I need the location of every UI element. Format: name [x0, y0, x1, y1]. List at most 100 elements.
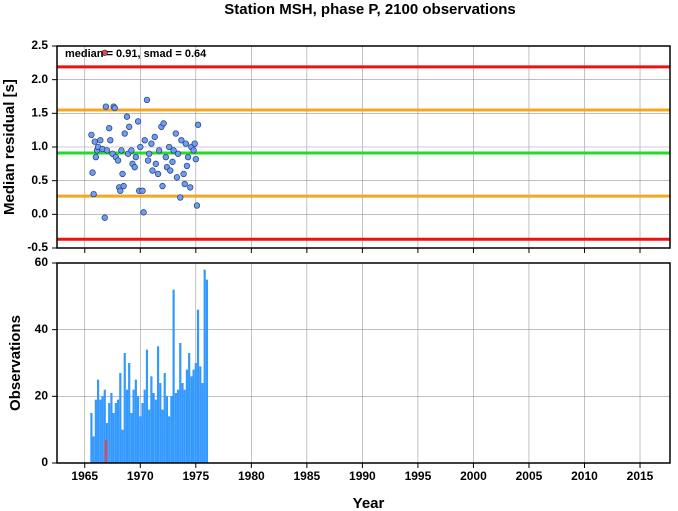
x-tick-label: 1980	[238, 469, 265, 483]
bar	[128, 363, 131, 463]
bar	[105, 423, 109, 463]
plot-area	[57, 263, 670, 463]
bar	[141, 403, 144, 463]
bar	[159, 383, 162, 463]
bar	[110, 393, 113, 463]
bar	[134, 379, 137, 463]
point	[131, 164, 138, 171]
y-tick-label: 1.0	[31, 139, 48, 153]
point	[152, 160, 159, 167]
bar	[163, 373, 166, 463]
x-tick-label: 1990	[349, 469, 376, 483]
bar	[99, 399, 102, 463]
point	[89, 169, 96, 176]
bar	[150, 376, 153, 463]
bar	[181, 383, 184, 463]
point	[167, 167, 174, 174]
bar	[116, 399, 120, 463]
bar	[121, 429, 124, 463]
point	[118, 147, 125, 154]
bar	[154, 399, 157, 463]
bar	[145, 349, 149, 463]
bar	[108, 403, 111, 463]
plot-frame	[56, 262, 671, 464]
point	[114, 157, 122, 164]
y-tick-label: -0.5	[27, 240, 48, 254]
y-tick-label: 0.5	[31, 173, 48, 187]
point	[149, 167, 156, 174]
point	[181, 180, 188, 188]
point	[180, 170, 187, 178]
point	[192, 155, 199, 163]
point	[123, 113, 131, 120]
bar	[94, 399, 97, 463]
bar	[156, 346, 160, 463]
point	[103, 147, 111, 154]
point	[187, 184, 194, 191]
point	[160, 120, 167, 127]
bar	[201, 383, 204, 463]
bar	[101, 396, 104, 463]
bar	[130, 413, 133, 463]
bar	[203, 269, 206, 463]
point	[90, 190, 97, 198]
y-tick-label: 2.5	[31, 38, 48, 52]
bar	[205, 279, 209, 463]
y-tick-label: 1.5	[31, 106, 48, 120]
bar	[114, 403, 117, 463]
point	[173, 174, 181, 181]
x-tick-label: 1975	[182, 469, 209, 483]
point	[146, 150, 153, 157]
point	[101, 49, 108, 56]
point	[126, 123, 133, 130]
point	[119, 170, 126, 178]
bar	[185, 369, 189, 463]
bar	[174, 393, 177, 463]
point	[169, 158, 176, 165]
point	[194, 121, 202, 128]
point	[178, 137, 185, 144]
x-tick-label: 2010	[571, 469, 598, 483]
annotation: median = 0.91, smad = 0.64	[65, 48, 207, 60]
point	[148, 140, 155, 147]
point	[159, 182, 166, 190]
y-tick-label: 60	[35, 255, 49, 269]
point	[91, 138, 98, 145]
bar	[179, 343, 182, 463]
bar	[92, 436, 95, 463]
bar	[165, 396, 169, 463]
y-tick-label: 20	[35, 389, 49, 403]
bar	[199, 366, 202, 463]
bar	[104, 439, 107, 463]
point	[172, 130, 179, 137]
x-tick-label: 2015	[627, 469, 654, 483]
bar	[183, 389, 186, 463]
point	[193, 202, 201, 209]
bar	[152, 393, 155, 463]
x-tick-label: 2000	[460, 469, 487, 483]
bar	[96, 379, 100, 463]
point	[141, 137, 148, 144]
y-tick-label: 0	[41, 455, 48, 469]
bar	[143, 389, 146, 463]
bar	[123, 353, 126, 463]
point	[166, 143, 173, 151]
point	[144, 157, 152, 164]
point	[143, 96, 151, 104]
bar	[168, 416, 171, 463]
bar	[196, 309, 200, 463]
point	[117, 187, 124, 194]
bar	[90, 413, 93, 463]
point	[190, 147, 197, 154]
point	[132, 153, 139, 161]
point	[121, 130, 128, 137]
point	[156, 147, 163, 154]
point	[101, 214, 108, 221]
point	[170, 147, 177, 154]
bar	[176, 389, 180, 463]
point	[137, 143, 144, 151]
x-tick-label: 1995	[405, 469, 432, 483]
y-tick-label: 2.0	[31, 72, 48, 86]
x-tick-label: 1965	[71, 469, 98, 483]
